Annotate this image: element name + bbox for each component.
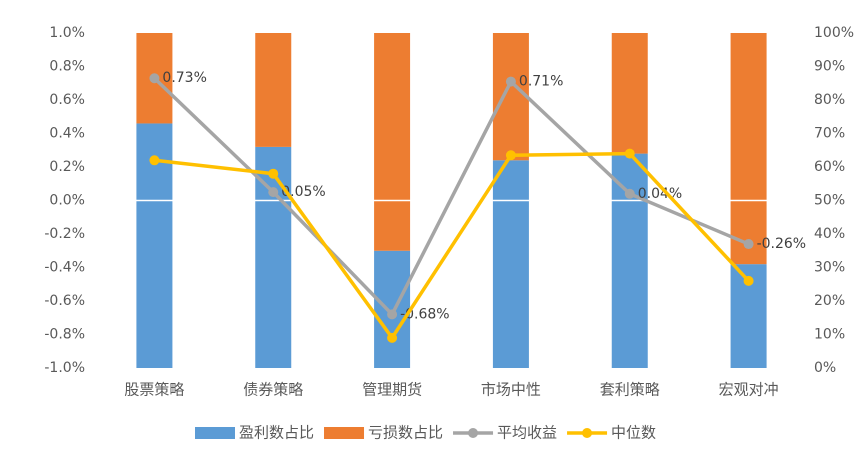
legend-label: 亏损数占比 [368,424,443,442]
x-tick-label: 套利策略 [600,381,660,399]
y-tick-label: -0.4% [44,260,85,276]
point [743,239,754,250]
y2-tick-label: 30% [814,260,845,276]
y2-tick-label: 100% [814,25,854,41]
y2-tick-label: 10% [814,327,845,343]
y-tick-label: 0.6% [49,92,85,108]
y-tick-label: 0.0% [49,193,85,209]
line [154,151,750,341]
legend-swatch [582,428,593,438]
y2-tick-label: 20% [814,293,845,309]
y-tick-label: -0.2% [44,226,85,242]
point [149,73,160,84]
bar [374,33,411,251]
y2-tick-label: 90% [814,59,845,75]
bar [611,33,648,154]
legend-label: 中位数 [611,424,656,442]
bar [492,33,529,161]
x-tick-label: 债券策略 [243,381,303,399]
y-tick-label: -1.0% [44,360,85,376]
point [268,187,279,198]
y2-tick-label: 0% [814,360,836,376]
point [624,148,635,159]
legend-label: 盈利数占比 [239,424,314,442]
point [387,309,398,320]
data-label: 0.73% [162,70,206,86]
point [743,275,754,286]
y-tick-label: 0.8% [49,59,85,75]
bar [255,146,292,368]
y-tick-label: 1.0% [49,25,85,41]
y-tick-label: 0.2% [49,159,85,175]
data-label: 0.05% [281,184,325,200]
point [624,188,635,199]
bar [730,33,767,265]
y2-tick-label: 60% [814,159,845,175]
point [268,168,279,179]
y2-tick-label: 50% [814,193,845,209]
data-label: 0.71% [519,74,563,90]
x-tick-label: 市场中性 [481,381,541,399]
legend-label: 平均收益 [497,424,557,442]
bar [255,33,292,147]
data-label: -0.26% [757,236,807,252]
x-tick-label: 管理期货 [362,381,422,399]
y2-tick-label: 80% [814,92,845,108]
y2-tick-label: 40% [814,226,845,242]
y-tick-label: -0.8% [44,327,85,343]
data-label: -0.68% [400,306,450,322]
legend-swatch [468,428,479,438]
y-tick-label: 0.4% [49,126,85,142]
point [387,332,398,343]
y-tick-label: -0.6% [44,293,85,309]
legend-swatch [324,427,365,439]
bar [374,250,411,368]
point [149,155,160,166]
x-tick-label: 股票策略 [124,381,184,399]
legend-swatch [195,427,235,439]
x-tick-label: 宏观对冲 [719,381,779,399]
y2-tick-label: 70% [814,126,845,142]
point [505,150,516,161]
point [505,76,516,87]
bar [492,160,529,368]
